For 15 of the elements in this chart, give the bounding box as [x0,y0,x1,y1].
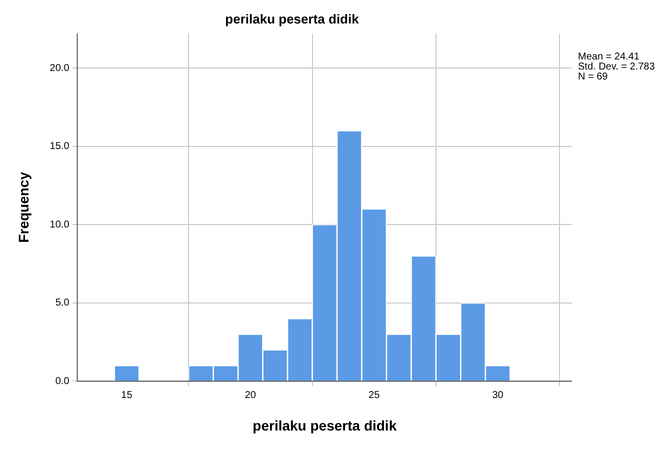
text: Std. Dev. = 2.783 [578,61,656,72]
text: Mean = 24.41 [578,51,640,62]
y-tick-label: 15.0 [50,141,70,152]
text: N = 69 [578,71,608,82]
x-tick-label: 30 [492,390,504,401]
y-tick-label: 5.0 [55,298,70,309]
x-tick-label: 20 [244,390,256,401]
chart-title: perilaku peserta didik [225,11,360,26]
x-tick-label: 15 [121,390,133,401]
y-tick-label: 10.0 [50,219,70,230]
x-axis-title: perilaku peserta didik [252,417,397,434]
y-tick-label: 20.0 [50,62,70,74]
y-tick-label: 0.0 [55,376,70,387]
x-tick-label: 25 [368,390,380,401]
y-axis-title: Frequency [15,172,32,243]
